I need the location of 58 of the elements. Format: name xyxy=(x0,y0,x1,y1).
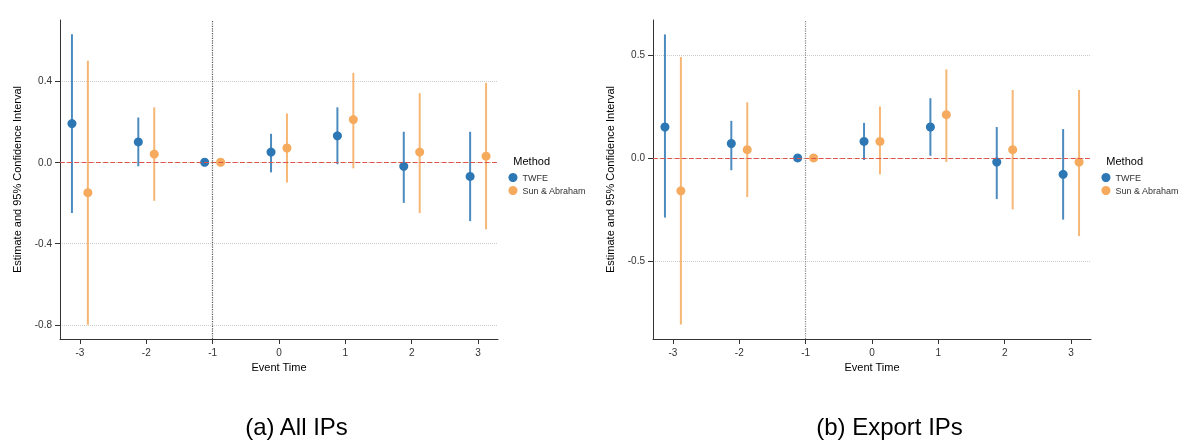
point xyxy=(266,147,276,157)
point xyxy=(859,136,869,146)
x-tick-label: 1 xyxy=(935,346,942,358)
x-axis-title: Event Time xyxy=(844,361,900,374)
y-tick-label: -0.5 xyxy=(627,255,646,267)
x-tick-label: -3 xyxy=(75,346,85,358)
x-tick-label: -1 xyxy=(208,346,218,358)
y-tick-label: 0.4 xyxy=(38,75,53,87)
legend-label: TWFE xyxy=(522,172,548,183)
point xyxy=(992,157,1002,167)
point xyxy=(67,119,77,129)
legend-title: Method xyxy=(1106,154,1144,167)
x-tick-label: 3 xyxy=(1068,346,1075,358)
y-tick-label: 0.5 xyxy=(631,49,646,61)
x-tick-label: 3 xyxy=(475,346,482,358)
x-tick-label: -1 xyxy=(801,346,811,358)
x-tick-label: -2 xyxy=(141,346,152,358)
y-tick-label: -0.8 xyxy=(34,319,53,331)
point xyxy=(465,171,475,181)
x-tick-label: -3 xyxy=(668,346,678,358)
point xyxy=(216,157,226,167)
x-tick-label: 2 xyxy=(408,346,415,358)
y-axis-title: Estimate and 95% Confidence Interval xyxy=(603,85,616,274)
x-axis-title: Event Time xyxy=(251,361,307,374)
point xyxy=(332,131,342,141)
point xyxy=(415,147,425,157)
y-axis-title: Estimate and 95% Confidence Interval xyxy=(10,85,23,274)
legend-label: TWFE xyxy=(1115,172,1141,183)
point xyxy=(660,122,670,132)
point xyxy=(676,186,686,196)
x-tick-label: 1 xyxy=(342,346,349,358)
x-tick-label: -2 xyxy=(734,346,745,358)
point xyxy=(83,188,93,198)
point xyxy=(399,161,409,171)
point xyxy=(742,145,752,155)
point xyxy=(481,151,491,161)
legend-label: Sun & Abraham xyxy=(1115,185,1179,196)
x-tick-label: 2 xyxy=(1001,346,1008,358)
text: (b) Export IPs xyxy=(816,412,963,440)
point xyxy=(1008,145,1018,155)
point xyxy=(925,122,935,132)
point xyxy=(133,137,143,147)
legend-title: Method xyxy=(513,154,551,167)
text: (a) All IPs xyxy=(245,412,348,440)
y-tick-label: 0.0 xyxy=(38,156,53,168)
point xyxy=(726,138,736,148)
point xyxy=(941,110,951,120)
point xyxy=(149,149,159,159)
y-tick-label: 0.0 xyxy=(631,152,646,164)
point xyxy=(282,143,292,153)
y-tick-label: -0.4 xyxy=(34,238,53,249)
point xyxy=(1058,169,1068,179)
legend-label: Sun & Abraham xyxy=(522,185,586,196)
x-tick-label: 0 xyxy=(276,346,283,358)
point xyxy=(348,115,358,125)
x-tick-label: 0 xyxy=(869,346,876,358)
point xyxy=(809,153,819,163)
point xyxy=(875,136,885,146)
